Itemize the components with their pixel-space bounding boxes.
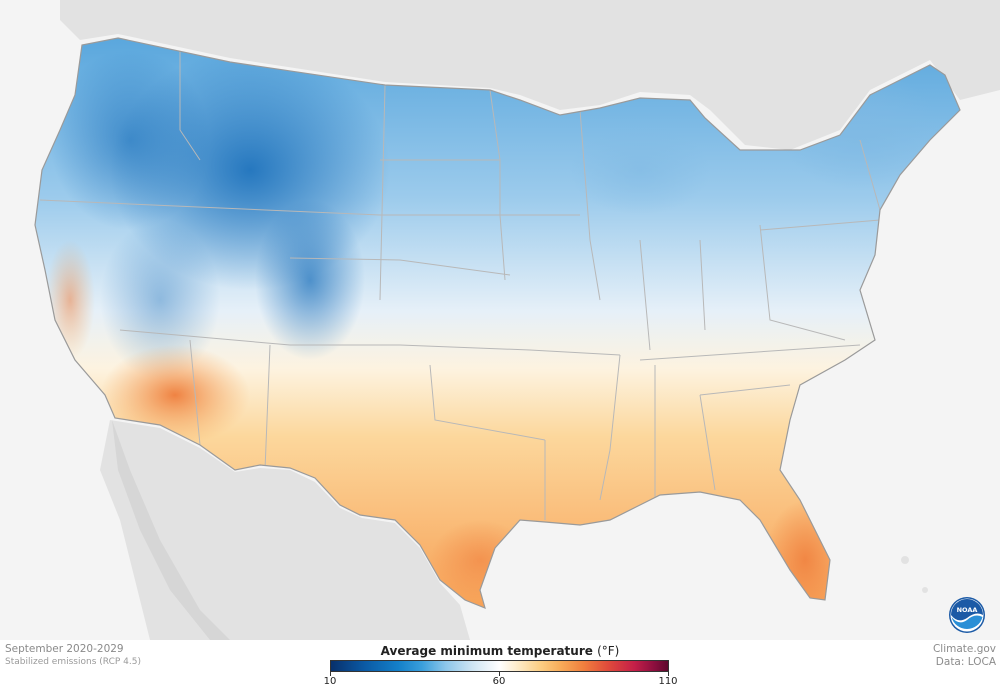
legend-tick-mark — [330, 672, 331, 676]
credit-site: Climate.gov — [932, 643, 996, 655]
scenario-label: Stabilized emissions (RCP 4.5) — [5, 657, 141, 667]
credit-data-source: Data: LOCA — [935, 656, 996, 668]
svg-text:NOAA: NOAA — [957, 606, 978, 614]
legend-tick-mark — [668, 672, 669, 676]
island — [901, 556, 909, 564]
canada-landmass — [60, 0, 1000, 150]
legend-tick-min: 10 — [323, 676, 337, 687]
credits: Climate.gov Data: LOCA — [933, 643, 996, 669]
legend-tick-mid: 60 — [492, 676, 506, 687]
legend-title: Average minimum temperature (°F) — [330, 644, 670, 658]
legend-tick-max: 110 — [658, 676, 678, 687]
period-label: September 2020-2029 — [5, 643, 124, 655]
temperature-map — [34, 0, 1000, 640]
legend-unit: (°F) — [597, 644, 620, 658]
island — [922, 587, 928, 593]
noaa-logo-icon: NOAA — [949, 597, 985, 633]
legend-title-text: Average minimum temperature — [380, 644, 593, 658]
legend-tick-mark — [499, 672, 500, 676]
legend-colorbar — [330, 660, 669, 672]
map-info: September 2020-2029 Stabilized emissions… — [5, 643, 141, 669]
mexico-landmass — [100, 420, 470, 640]
state-borders — [39, 50, 881, 520]
